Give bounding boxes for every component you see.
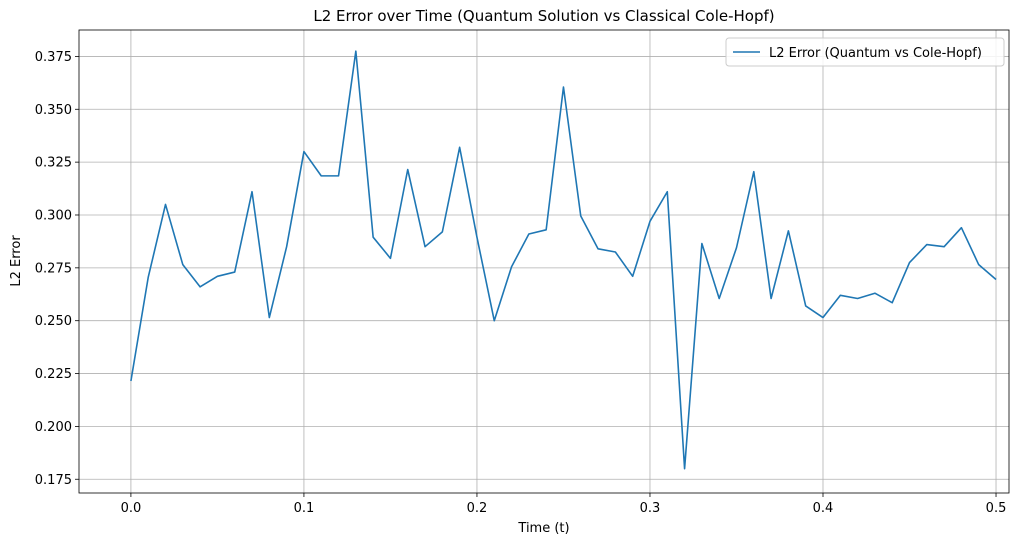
series-line xyxy=(130,50,997,470)
x-axis-label: Time (t) xyxy=(517,521,569,536)
legend: L2 Error (Quantum vs Cole-Hopf) xyxy=(725,37,1005,67)
x-tick-label: 0.3 xyxy=(640,501,661,516)
y-tick-label: 0.225 xyxy=(35,367,72,382)
y-tick-label: 0.200 xyxy=(35,420,72,435)
series-layer xyxy=(130,50,997,470)
y-tick-label: 0.350 xyxy=(35,103,72,118)
chart-title: L2 Error over Time (Quantum Solution vs … xyxy=(313,7,774,25)
x-tick-label: 0.1 xyxy=(294,501,315,516)
grid-lines xyxy=(79,30,1009,493)
y-axis-label: L2 Error xyxy=(9,235,24,287)
x-tick-label: 0.2 xyxy=(467,501,488,516)
y-tick-label: 0.325 xyxy=(35,156,72,171)
plot-frame xyxy=(78,29,1010,494)
x-axis-ticks: 0.0 0.1 0.2 0.3 0.4 0.5 xyxy=(121,493,1007,516)
x-tick-label: 0.4 xyxy=(813,501,834,516)
x-tick-label: 0.5 xyxy=(986,501,1007,516)
legend-box xyxy=(725,37,1005,67)
y-tick-label: 0.250 xyxy=(35,314,72,329)
legend-label: L2 Error (Quantum vs Cole-Hopf) xyxy=(769,46,982,61)
y-tick-label: 0.300 xyxy=(35,208,72,223)
y-tick-label: 0.375 xyxy=(35,50,72,65)
x-tick-label: 0.0 xyxy=(121,501,142,516)
y-tick-label: 0.275 xyxy=(35,261,72,276)
y-tick-label: 0.175 xyxy=(35,473,72,488)
y-axis-ticks: 0.175 0.200 0.225 0.250 0.275 0.300 0.325 0.350… xyxy=(35,50,79,488)
